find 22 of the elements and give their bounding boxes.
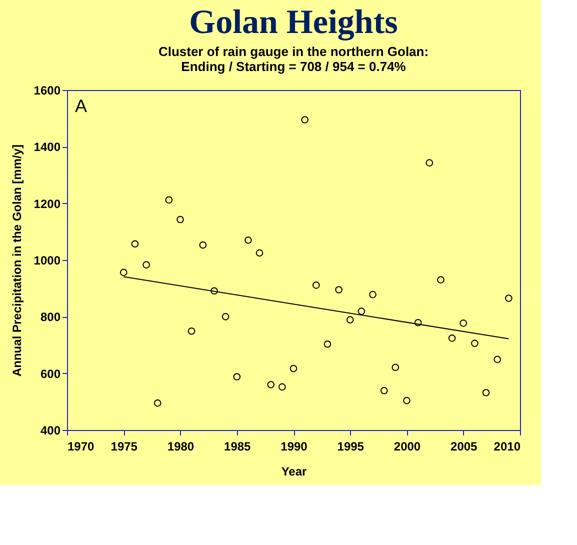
x-tick-label: 2005 (450, 440, 478, 454)
y-tick-label: 1000 (34, 254, 61, 268)
y-tick-label: 800 (40, 310, 61, 324)
y-tick-label: 1200 (34, 196, 61, 211)
x-axis-title: Year (281, 464, 308, 478)
x-tick-label: 2000 (394, 440, 421, 454)
y-tick-label: 1600 (34, 84, 61, 98)
x-tick-label: 1980 (167, 440, 194, 454)
x-tick-label: 1970 (68, 440, 95, 454)
chart-title: Golan Heights (189, 4, 398, 41)
x-tick-label: 1985 (224, 440, 252, 454)
text: Ending / Starting = 708 / 954 = 0.74% (181, 59, 406, 74)
x-tick-label: 1995 (337, 440, 364, 454)
y-axis-title: Annual Precipitation in the Golan [mm/y] (10, 144, 24, 377)
annotation: A (75, 96, 88, 116)
y-tick-label: 1400 (34, 140, 61, 154)
y-tick-label: 400 (40, 424, 61, 438)
x-tick-label: 1975 (110, 440, 138, 454)
x-tick-label: 1990 (280, 440, 308, 454)
x-tick-label: 2010 (494, 440, 521, 454)
y-tick-label: 600 (40, 366, 61, 381)
text: Cluster of rain gauge in the northern Golan: (158, 44, 429, 59)
